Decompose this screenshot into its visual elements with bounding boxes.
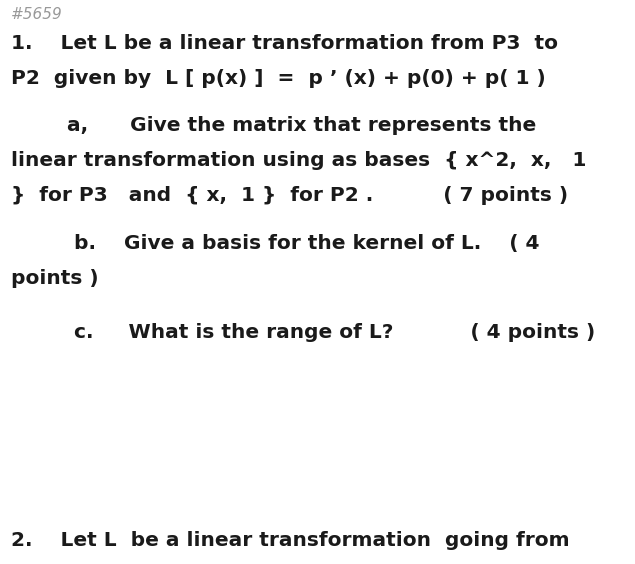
Text: 2.    Let L  be a linear transformation  going from: 2. Let L be a linear transformation goin… [11,531,570,550]
Text: points ): points ) [11,269,99,288]
Text: c.     What is the range of L?           ( 4 points ): c. What is the range of L? ( 4 points ) [11,323,596,342]
Text: #5659: #5659 [11,7,63,22]
Text: P2  given by  L [ p(x) ]  =  p ’ (x) + p(0) + p( 1 ): P2 given by L [ p(x) ] = p ’ (x) + p(0) … [11,69,546,88]
Text: b.    Give a basis for the kernel of L.    ( 4: b. Give a basis for the kernel of L. ( 4 [11,234,540,253]
Text: linear transformation using as bases  { x^2,  x,   1: linear transformation using as bases { x… [11,151,587,170]
Text: a,      Give the matrix that represents the: a, Give the matrix that represents the [11,116,537,135]
Text: 1.    Let L be a linear transformation from P3  to: 1. Let L be a linear transformation from… [11,34,558,53]
Text: }  for P3   and  { x,  1 }  for P2 .          ( 7 points ): } for P3 and { x, 1 } for P2 . ( 7 point… [11,186,568,205]
